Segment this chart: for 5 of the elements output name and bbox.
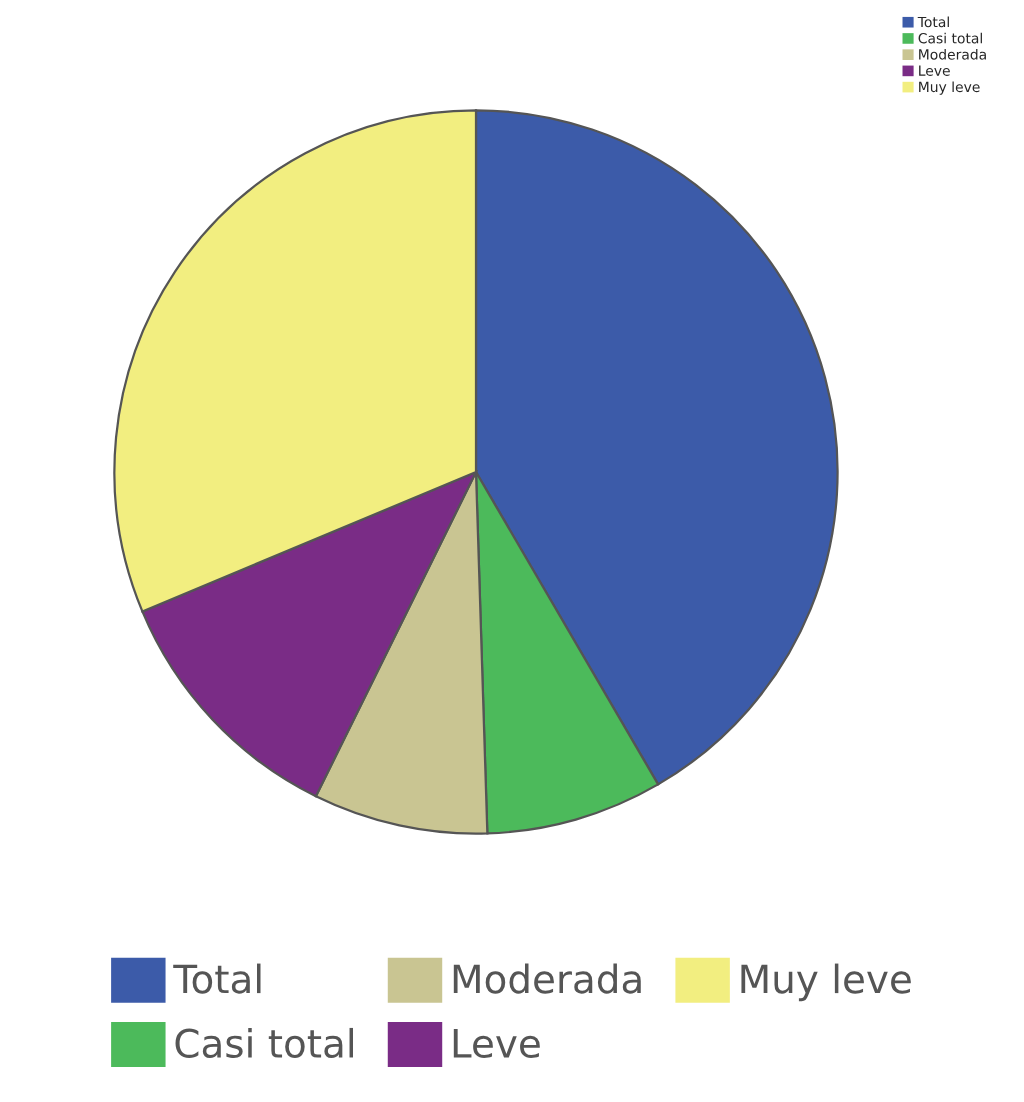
legend-label: Muy leve — [741, 963, 911, 1002]
category-label: Total — [173, 963, 261, 994]
legend-label: Leve — [453, 1029, 540, 1059]
legend-label: Casi total — [175, 1027, 354, 1059]
legend-label: Moderada — [453, 963, 641, 994]
